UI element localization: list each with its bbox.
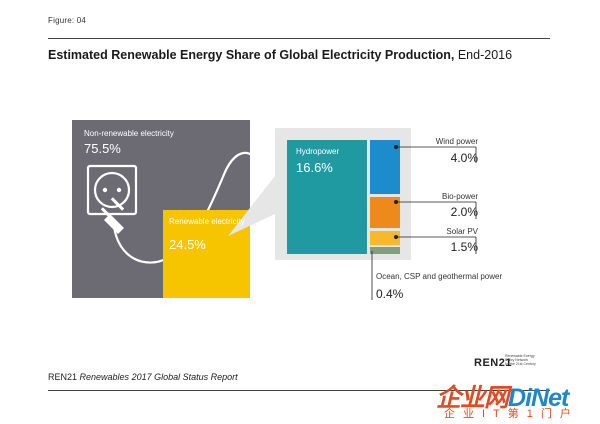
ren21-tagline-line: Renewable Energy (505, 354, 535, 358)
hydropower-label: Hydropower (296, 147, 339, 156)
leader-bio (394, 200, 477, 219)
chart-title: Estimated Renewable Energy Share of Glob… (48, 48, 512, 62)
chart-title-main: Estimated Renewable Energy Share of Glob… (48, 48, 455, 62)
wind-power-name: Wind power (436, 137, 479, 146)
ren21-tagline: Renewable Energy Policy Network for the … (505, 354, 555, 366)
watermark-logo: 企业网DiNet (436, 378, 569, 414)
ocean-csp-geothermal-name: Ocean, CSP and geothermal power (376, 272, 502, 281)
renewable-value: 24.5% (169, 237, 206, 252)
hydropower-block (287, 140, 367, 254)
footer-rule (48, 390, 550, 391)
watermark-brand: DiNet (508, 384, 569, 412)
footer-org: REN21 (48, 372, 78, 382)
renewable-block (163, 210, 250, 298)
watermark-main: 企业网DiNet (436, 384, 569, 412)
leader-solar (394, 235, 477, 254)
bio-power-name: Bio-power (442, 192, 478, 201)
footer-report: Renewables 2017 Global Status Report (79, 372, 238, 382)
callout-connector (228, 176, 275, 236)
solar-pv-name: Solar PV (446, 227, 478, 236)
wind-power-value: 4.0% (451, 151, 479, 165)
ocean-csp-geothermal-value: 0.4% (376, 287, 404, 301)
non-renewable-label: Non-renewable electricity (84, 129, 174, 138)
hydropower-value: 16.6% (296, 160, 333, 175)
plug-icon (100, 197, 125, 234)
ren21-tagline-line: for the 21st Century (505, 362, 536, 366)
figure-label: Figure: 04 (48, 16, 87, 25)
ren21-tagline-line: Policy Network (505, 358, 529, 362)
leader-wind (394, 145, 477, 163)
non-renewable-value: 75.5% (84, 141, 121, 156)
chart-title-date: End-2016 (457, 48, 513, 62)
solar-pv-value: 1.5% (451, 240, 479, 254)
ren21-logo: REN21 (474, 353, 512, 371)
footer-source: REN21 Renewables 2017 Global Status Repo… (48, 372, 238, 382)
watermark-main-text: 企业网 (436, 384, 509, 412)
wind-power-block (370, 140, 400, 194)
ren21-logo-text: REN21 (474, 357, 512, 369)
solar-pv-block (370, 231, 400, 245)
bio-power-value: 2.0% (451, 205, 479, 219)
watermark-sub: 企业IT第1门户 (444, 408, 579, 420)
ocean-csp-geothermal-block (370, 247, 400, 254)
renewable-label: Renewable electricity (169, 217, 245, 226)
header-rule (48, 38, 550, 39)
socket-icon (86, 164, 138, 216)
